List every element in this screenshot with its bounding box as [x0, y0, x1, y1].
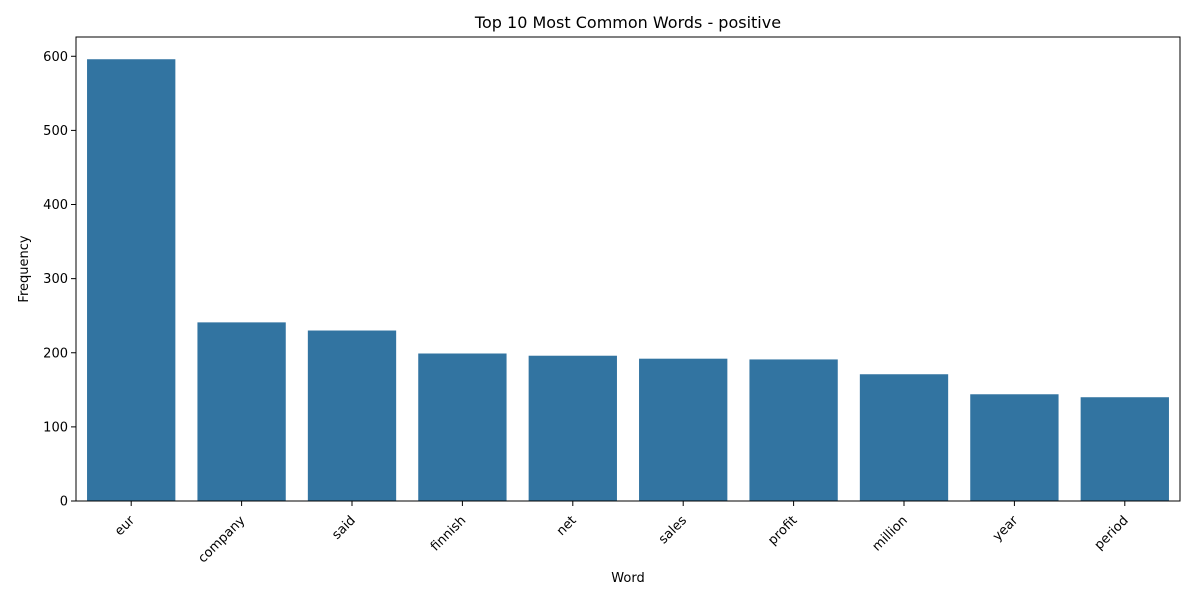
chart-title: Top 10 Most Common Words - positive: [474, 13, 781, 32]
bar-finnish: [418, 353, 507, 501]
bars-group: [87, 59, 1169, 502]
y-tick-label-0: 0: [60, 495, 68, 510]
y-tick-label-200: 200: [43, 346, 68, 361]
bar-profit: [749, 359, 838, 501]
y-tick-label-500: 500: [43, 124, 68, 139]
bar-eur: [87, 59, 176, 502]
y-axis-ticks: 0 100 200 300 400 500 600: [43, 50, 76, 510]
bar-million: [859, 374, 949, 501]
bar-year: [970, 394, 1059, 501]
bar-net: [528, 355, 617, 501]
x-axis-label: Word: [611, 571, 644, 586]
bar-said: [307, 330, 397, 501]
y-tick-label-100: 100: [43, 420, 68, 435]
plot-frame: [75, 36, 1181, 502]
y-tick-label-300: 300: [43, 272, 68, 287]
bar-sales: [639, 358, 728, 501]
y-tick-label-600: 600: [43, 50, 68, 65]
y-tick-label-400: 400: [43, 198, 68, 213]
bar-period: [1080, 397, 1169, 501]
y-axis-label: Frequency: [17, 235, 32, 302]
bar-company: [197, 322, 286, 501]
